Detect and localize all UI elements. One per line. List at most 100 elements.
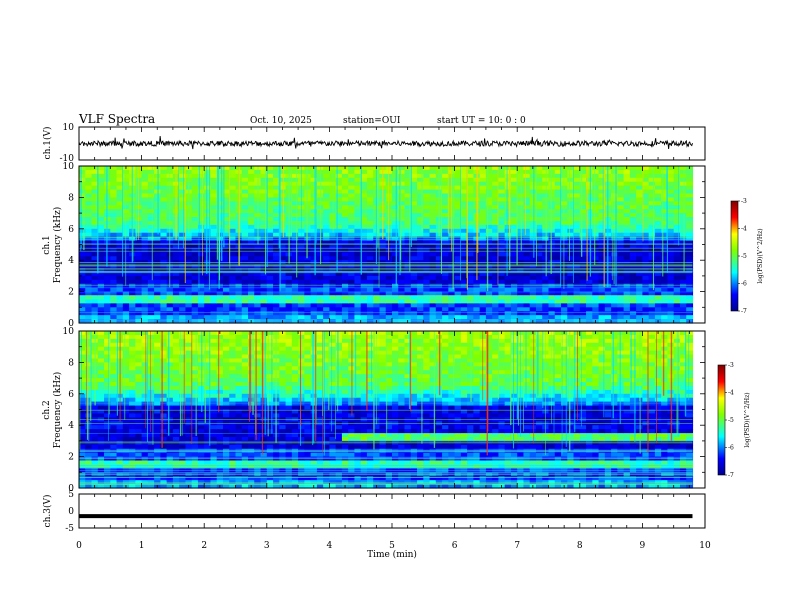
spectrogram-cell	[354, 287, 362, 293]
spectrogram-cell	[504, 217, 512, 222]
spectrogram-cell	[122, 236, 130, 242]
spectrogram-cell	[91, 409, 99, 415]
spectrogram-cell	[492, 303, 500, 308]
spectrogram-cell	[485, 177, 493, 183]
spectrogram-cell	[179, 268, 187, 273]
spectrogram-cell	[629, 283, 637, 289]
spectrogram-cell	[510, 291, 518, 297]
spectrogram-cell	[147, 252, 155, 257]
spectrogram-cell	[147, 358, 155, 363]
spectrogram-cell	[116, 232, 124, 238]
spectrogram-cell	[392, 303, 399, 308]
spectrogram-cell	[535, 291, 543, 297]
spectrogram-cell	[586, 291, 593, 297]
spectrogram-cell	[241, 181, 249, 187]
spectrogram-cell	[229, 252, 237, 257]
spectrogram-cell	[629, 185, 637, 191]
spectrogram-cell	[686, 315, 694, 320]
spectrogram-cell	[222, 271, 230, 277]
spectrogram-cell	[266, 295, 274, 301]
spectrogram-cell	[279, 169, 287, 175]
spectrogram-cell	[266, 287, 274, 293]
spectrogram-cell	[667, 185, 675, 191]
spectrogram-cell	[229, 205, 237, 210]
spectrogram-cell	[673, 287, 681, 293]
spectrogram-cell	[85, 295, 93, 301]
spectrogram-cell	[266, 201, 274, 206]
spectrogram-cell	[129, 378, 136, 383]
spectrogram-cell	[354, 232, 362, 238]
spectrogram-cell	[454, 224, 462, 230]
spectrogram-cell	[667, 201, 675, 206]
spectrogram-cell	[310, 169, 318, 175]
spectrogram-cell	[360, 217, 368, 222]
spectrogram-cell	[648, 224, 656, 230]
spectrogram-cell	[454, 307, 462, 312]
spectrogram-cell	[392, 264, 399, 269]
spectrogram-cell	[116, 213, 124, 218]
spectrogram-cell	[160, 264, 168, 269]
spectrogram-cell	[567, 307, 575, 312]
spectrogram-cell	[535, 209, 543, 214]
spectrogram-cell	[410, 279, 418, 285]
spectrogram-cell	[667, 193, 675, 198]
spectrogram-cell	[279, 240, 287, 246]
spectrogram-cell	[492, 291, 500, 297]
spectrogram-cell	[141, 480, 149, 485]
spectrogram-cell	[222, 311, 230, 316]
spectrogram-cell	[304, 303, 312, 308]
spectrogram-cell	[561, 173, 568, 179]
spectrogram-cell	[554, 220, 562, 226]
spectrogram-cell	[241, 220, 249, 226]
spectrogram-cell	[129, 268, 136, 273]
spectrogram-cell	[348, 166, 356, 171]
spectrogram-cell	[385, 209, 393, 214]
spectrogram-cell	[629, 205, 637, 210]
spectrogram-cell	[435, 315, 443, 320]
spectrogram-cell	[210, 177, 218, 183]
spectrogram-cell	[517, 268, 525, 273]
spectrogram-cell	[147, 256, 155, 261]
spectrogram-cell	[429, 291, 437, 297]
spectrogram-cell	[504, 224, 512, 230]
spectrogram-cell	[179, 166, 187, 171]
spectrogram-cell	[116, 181, 124, 187]
spectrogram-cell	[598, 197, 606, 202]
spectrogram-cell	[116, 166, 124, 171]
spectrogram-cell	[241, 240, 249, 246]
spectrogram-cell	[661, 173, 669, 179]
spectrogram-cell	[154, 315, 161, 320]
spectrogram-cell	[592, 213, 600, 218]
spectrogram-cell	[291, 291, 299, 297]
spectrogram-cell	[679, 252, 687, 257]
spectrogram-cell	[592, 271, 600, 277]
spectrogram-cell	[166, 444, 174, 450]
spectrogram-cell	[147, 476, 155, 481]
spectrogram-cell	[686, 252, 694, 257]
spectrogram-cell	[304, 181, 312, 187]
spectrogram-cell	[423, 283, 431, 289]
spectrogram-cell	[598, 299, 606, 304]
spectrogram-cell	[172, 413, 180, 418]
spectrogram-cell	[354, 236, 362, 242]
spectrogram-cell	[166, 303, 174, 308]
spectrogram-cell	[104, 311, 111, 316]
spectrogram-cell	[642, 268, 650, 273]
spectrogram-cell	[473, 299, 481, 304]
spectrogram-cell	[135, 350, 143, 356]
spectrogram-cell	[404, 271, 412, 277]
spectrogram-cell	[147, 315, 155, 320]
spectrogram-cell	[79, 362, 86, 367]
spectrogram-cell	[260, 240, 268, 246]
spectrogram-cell	[304, 299, 312, 304]
spectrogram-cell	[348, 291, 356, 297]
spectrogram-cell	[323, 189, 330, 195]
spectrogram-cell	[529, 283, 537, 289]
spectrogram-cell	[435, 244, 443, 250]
spectrogram-cell	[423, 166, 431, 171]
spectrogram-cell	[304, 205, 312, 210]
spectrogram-cell	[623, 244, 631, 250]
spectrogram-cell	[392, 279, 399, 285]
spectrogram-cell	[216, 209, 224, 214]
spectrogram-cell	[222, 232, 230, 238]
